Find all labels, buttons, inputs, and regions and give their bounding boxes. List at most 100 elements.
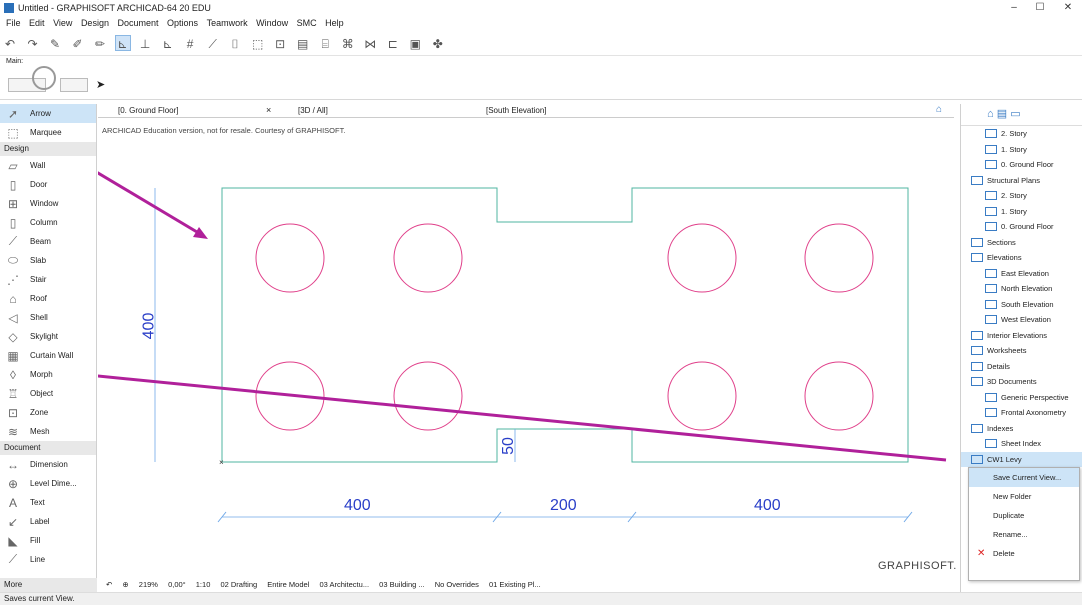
toolbox-group-design[interactable]: Design xyxy=(0,142,96,156)
toolbox-group-document[interactable]: Document xyxy=(0,441,96,455)
menu-document[interactable]: Document xyxy=(117,18,159,28)
toolbox-more[interactable]: More xyxy=(0,578,97,592)
palette-icon[interactable]: ✤ xyxy=(432,37,443,51)
tool-line[interactable]: ⟋ Line xyxy=(0,550,96,569)
tool-beam[interactable]: ⟋ Beam xyxy=(0,232,96,251)
layer-combination[interactable]: 02 Drafting xyxy=(220,580,258,589)
navigator-item[interactable]: Worksheets xyxy=(961,343,1082,359)
renovation-filter[interactable]: 01 Existing Pl... xyxy=(489,580,541,589)
minimize-icon[interactable]: – xyxy=(1011,2,1017,13)
trim-icon[interactable]: ⌘ xyxy=(341,37,354,51)
lock-icon[interactable]: ⊡ xyxy=(275,37,286,51)
menu-item-rename[interactable]: Rename... xyxy=(993,530,1028,539)
menu-file[interactable]: File xyxy=(6,18,21,28)
snap-guide-icon[interactable]: ⊾ xyxy=(114,35,131,51)
menu-help[interactable]: Help xyxy=(325,18,344,28)
view-map-icon[interactable]: ▤ xyxy=(996,108,1008,120)
menu-item-duplicate[interactable]: Duplicate xyxy=(993,511,1025,520)
measure-icon[interactable]: ⊏ xyxy=(387,37,398,51)
navigator-item[interactable]: Elevations xyxy=(961,250,1082,266)
tool-wall[interactable]: ▱ Wall xyxy=(0,156,96,175)
tool-curtain-wall[interactable]: ▦ Curtain Wall xyxy=(0,346,96,365)
tool-marquee[interactable]: ⬚ Marquee xyxy=(0,123,96,142)
maximize-icon[interactable]: ☐ xyxy=(1035,2,1045,13)
navigator-item[interactable]: 2. Story xyxy=(961,188,1082,204)
drawing-canvas[interactable]: × ARCHICAD Education version, not for re… xyxy=(98,119,956,592)
navigator-item[interactable]: North Elevation xyxy=(961,281,1082,297)
navigator-item[interactable]: Structural Plans xyxy=(961,173,1082,189)
menu-teamwork[interactable]: Teamwork xyxy=(206,18,248,28)
tool-object[interactable]: ♖ Object xyxy=(0,384,96,403)
navigator-item[interactable]: Frontal Axonometry xyxy=(961,405,1082,421)
floor-plan-icon[interactable]: ▤ xyxy=(297,37,309,51)
layout-book-icon[interactable]: ▭ xyxy=(1010,108,1021,120)
tool-slab[interactable]: ⬭ Slab xyxy=(0,251,96,270)
tool-level-dimension[interactable]: ⊕ Level Dime... xyxy=(0,474,96,493)
zoom-level[interactable]: 219% xyxy=(138,580,158,589)
navigator-item[interactable]: CW1 Levy xyxy=(961,451,1082,467)
navigator-item[interactable]: Details xyxy=(961,359,1082,375)
tab-ground-floor[interactable]: [0. Ground Floor] xyxy=(118,106,179,115)
navigator-item[interactable]: 0. Ground Floor xyxy=(961,219,1082,235)
menu-item-delete[interactable]: ✕ Delete xyxy=(969,544,1079,563)
tool-stair[interactable]: ⋰ Stair xyxy=(0,270,96,289)
guide-lines-icon[interactable]: ⊥ xyxy=(139,37,151,51)
navigator-item[interactable]: Indexes xyxy=(961,421,1082,437)
graphic-overrides[interactable]: No Overrides xyxy=(434,580,479,589)
tool-skylight[interactable]: ◇ Skylight xyxy=(0,327,96,346)
close-icon[interactable]: ✕ xyxy=(1063,2,1073,13)
navigator-item[interactable]: West Elevation xyxy=(961,312,1082,328)
navigator-item[interactable]: South Elevation xyxy=(961,297,1082,313)
arrow-pointer-icon[interactable]: ➤ xyxy=(96,79,106,91)
drawing-scale[interactable]: 1:10 xyxy=(195,580,211,589)
menu-edit[interactable]: Edit xyxy=(29,18,45,28)
tool-window[interactable]: ⊞ Window xyxy=(0,194,96,213)
undo-view-icon[interactable]: ↶ xyxy=(106,580,113,589)
grid-icon[interactable]: # xyxy=(186,37,194,51)
section-icon[interactable]: ⌷ xyxy=(231,37,239,51)
model-view-options[interactable]: 03 Building ... xyxy=(379,580,425,589)
tool-roof[interactable]: ⌂ Roof xyxy=(0,289,96,308)
menu-view[interactable]: View xyxy=(53,18,73,28)
navigator-item[interactable]: 1. Story xyxy=(961,142,1082,158)
navigator-item[interactable]: Sections xyxy=(961,235,1082,251)
navigator-item[interactable]: Interior Elevations xyxy=(961,328,1082,344)
navigator-item[interactable]: 3D Documents xyxy=(961,374,1082,390)
layer-combo-icon[interactable]: ⊾ xyxy=(162,37,173,51)
navigator-item[interactable]: Generic Perspective xyxy=(961,390,1082,406)
tool-door[interactable]: ▯ Door xyxy=(0,175,96,194)
menu-window[interactable]: Window xyxy=(256,18,289,28)
element-selector-button[interactable] xyxy=(60,78,88,92)
zoom-icon[interactable]: ⊕ xyxy=(122,580,129,589)
pencil-icon[interactable]: ✏ xyxy=(95,37,106,51)
menu-design[interactable]: Design xyxy=(80,18,109,28)
redo-icon[interactable]: ↷ xyxy=(27,37,38,51)
undo-icon[interactable]: ↶ xyxy=(4,37,16,51)
render-icon[interactable]: ▣ xyxy=(409,37,421,51)
tool-text[interactable]: A Text xyxy=(0,493,96,512)
orientation-angle[interactable]: 0,00° xyxy=(168,580,186,589)
tool-morph[interactable]: ◊ Morph xyxy=(0,365,96,384)
menu-options[interactable]: Options xyxy=(167,18,199,28)
tool-fill[interactable]: ◣ Fill xyxy=(0,531,96,550)
close-tab-icon[interactable]: × xyxy=(266,105,272,115)
tool-dimension[interactable]: ↔ Dimension xyxy=(0,455,96,474)
magic-wand-icon[interactable]: ⋈ xyxy=(364,37,377,51)
ruler-icon[interactable]: ⟋ xyxy=(208,37,217,51)
menu-smc[interactable]: SMC xyxy=(296,18,317,28)
pick-up-icon[interactable]: ✎ xyxy=(50,37,61,51)
3d-view-icon[interactable]: ⬚ xyxy=(252,37,264,51)
menu-item-save-current-view[interactable]: Save Current View... xyxy=(969,468,1079,487)
navigator-item[interactable]: Sheet Index xyxy=(961,436,1082,452)
menu-item-new-folder[interactable]: New Folder xyxy=(993,492,1032,501)
navigator-item[interactable]: 2. Story xyxy=(961,126,1082,142)
inject-icon[interactable]: ✐ xyxy=(72,37,83,51)
navigator-item[interactable]: East Elevation xyxy=(961,266,1082,282)
tool-column[interactable]: ▯ Column xyxy=(0,213,96,232)
elevation-icon[interactable]: ⌸ xyxy=(321,37,329,51)
tab-bar-menu-icon[interactable]: ⌂ xyxy=(936,104,943,115)
tool-mesh[interactable]: ≋ Mesh xyxy=(0,422,96,441)
model-view[interactable]: Entire Model xyxy=(267,580,310,589)
tool-zone[interactable]: ⊡ Zone xyxy=(0,403,96,422)
tab-south-elevation[interactable]: [South Elevation] xyxy=(486,106,547,115)
